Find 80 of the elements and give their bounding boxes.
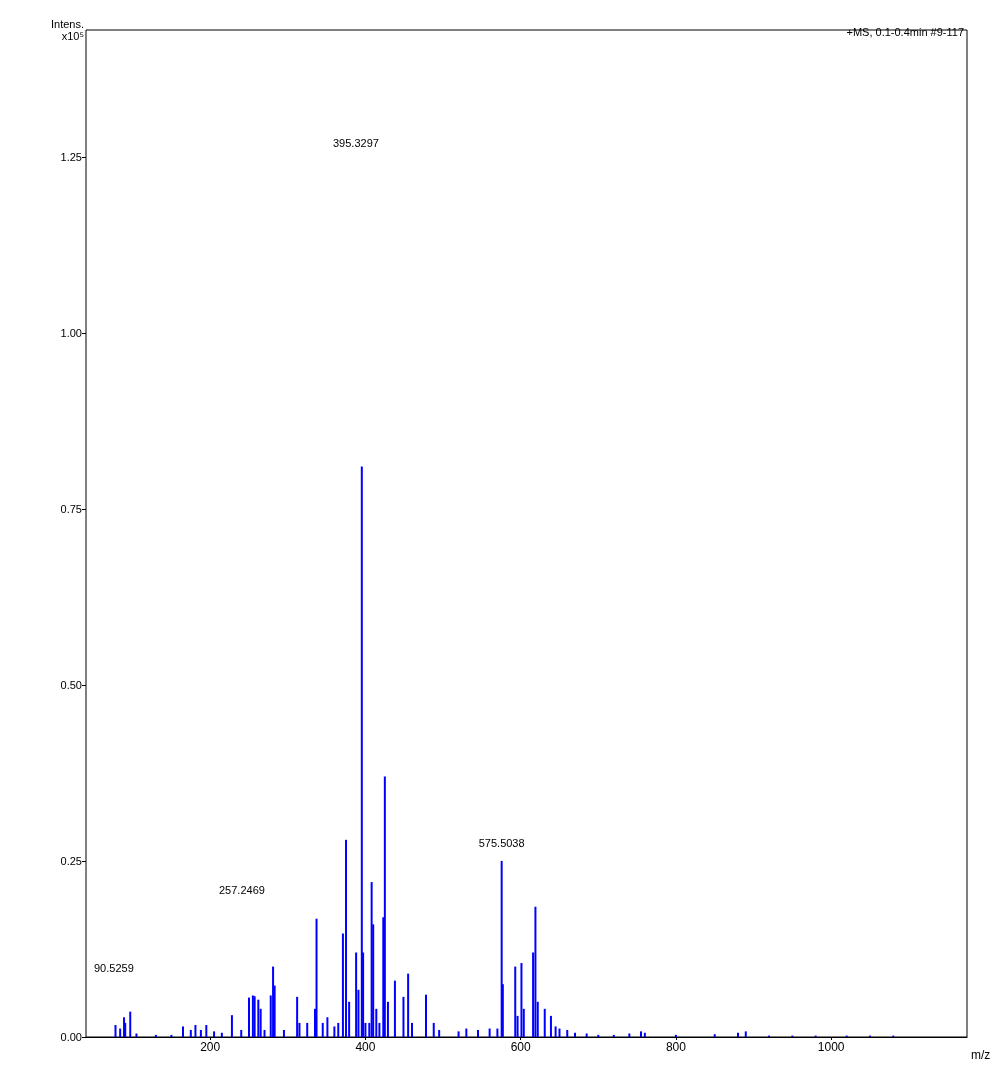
x-tick-label: 400: [355, 1040, 376, 1054]
y-tick-label: 0.50: [60, 678, 82, 691]
annotation: +MS, 0.1-0.4min #9-117: [846, 25, 964, 38]
bar: [476, 1029, 479, 1037]
bar: [333, 1026, 336, 1037]
bar: [574, 1032, 577, 1037]
bar: [612, 1034, 615, 1037]
y-tick-label: 1.00: [60, 326, 82, 339]
bar: [257, 999, 260, 1037]
bar: [520, 963, 523, 1037]
bar: [383, 776, 386, 1037]
annotation: 90.5259: [94, 961, 134, 974]
bar: [488, 1028, 491, 1037]
bar: [337, 1022, 340, 1037]
x-tick-label: 800: [665, 1040, 687, 1054]
bar: [199, 1029, 202, 1037]
x-tick-label: 200: [200, 1040, 221, 1054]
bar: [424, 994, 427, 1037]
bar: [355, 952, 358, 1037]
bar: [534, 906, 537, 1037]
bar: [194, 1025, 197, 1037]
bar: [114, 1025, 117, 1037]
y-tick-label: 0.75: [60, 502, 82, 515]
bar: [737, 1032, 740, 1037]
y-tick-label: 0.25: [60, 854, 82, 867]
bar: [496, 1028, 499, 1037]
bar: [170, 1034, 173, 1037]
y-axis-title: Intens. x10⁵: [50, 18, 84, 42]
bar: [514, 966, 517, 1037]
bar: [713, 1034, 716, 1037]
bar: [326, 1017, 329, 1037]
bar: [744, 1031, 747, 1037]
bar: [321, 1022, 324, 1037]
bar: [566, 1029, 569, 1037]
bar: [248, 997, 250, 1037]
bar: [230, 1015, 233, 1037]
bar: [543, 1008, 546, 1037]
bar: [306, 1022, 309, 1037]
bar: [182, 1026, 185, 1037]
bar: [597, 1034, 600, 1037]
bar: [643, 1032, 646, 1037]
bar: [393, 980, 396, 1037]
bar: [263, 1029, 266, 1037]
y-tick-label: 0.00: [60, 1031, 82, 1043]
bar: [465, 1028, 468, 1037]
bar: [213, 1031, 216, 1037]
bar: [135, 1033, 138, 1037]
bar: [220, 1032, 223, 1037]
bar: [272, 966, 275, 1037]
bar: [407, 973, 410, 1037]
x-axis-title: m/z: [971, 1048, 991, 1062]
bar: [639, 1031, 642, 1037]
bar: [315, 918, 318, 1037]
annotation: 257.2469: [219, 883, 265, 896]
bar: [154, 1034, 157, 1037]
annotation: 395.3297: [333, 136, 379, 149]
bar: [282, 1029, 285, 1037]
bar: [360, 466, 363, 1037]
bar: [674, 1034, 677, 1037]
bar: [205, 1025, 208, 1037]
bar: [432, 1022, 435, 1037]
x-tick-label: 600: [510, 1040, 532, 1054]
bar: [129, 1011, 132, 1037]
bar: [438, 1029, 441, 1037]
bar: [457, 1031, 460, 1037]
bar: [554, 1026, 557, 1037]
bar: [402, 996, 405, 1037]
bar: [345, 839, 348, 1037]
bar: [296, 996, 299, 1037]
x-tick-label: 1000: [817, 1040, 845, 1054]
bar: [119, 1028, 122, 1037]
bar: [628, 1033, 631, 1037]
y-tick-label: 1.25: [60, 150, 82, 163]
bar: [558, 1028, 561, 1037]
bar: [549, 1015, 552, 1037]
bar: [189, 1029, 192, 1037]
annotation: 575.5038: [478, 836, 525, 849]
bar: [411, 1022, 414, 1037]
bar: [585, 1033, 588, 1037]
bar: [240, 1029, 243, 1037]
